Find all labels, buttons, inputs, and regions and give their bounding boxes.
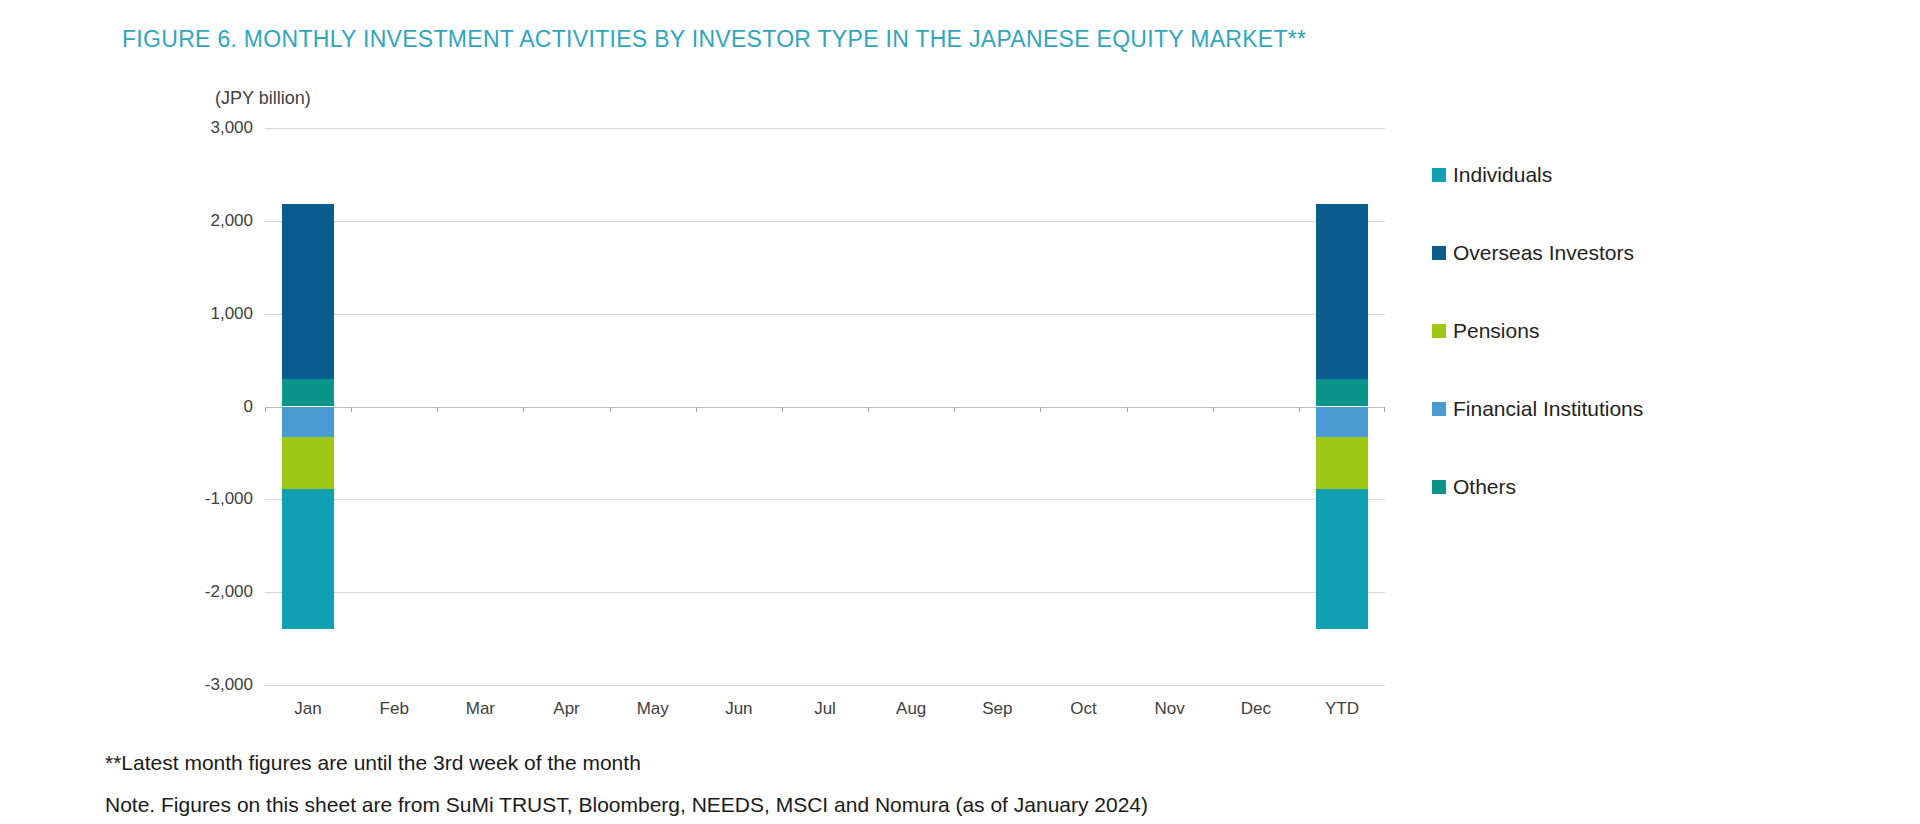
legend-label: Financial Institutions [1453,397,1643,421]
legend-swatch-icon [1432,246,1446,260]
footnote-latest-month: **Latest month figures are until the 3rd… [105,751,641,775]
y-axis-tick-label: -1,000 [120,489,253,509]
x-axis-label-feb: Feb [351,697,437,721]
gridline [265,221,1385,222]
legend-label: Others [1453,475,1516,499]
x-axis-label-jan: Jan [265,697,351,721]
x-axis: JanFebMarAprMayJunJulAugSepOctNovDecYTD [265,697,1385,721]
zero-axis-tick [1299,407,1300,412]
legend-item-others: Others [1432,475,1643,499]
zero-axis-tick [868,407,869,412]
bar-segment-others-jan [282,379,334,407]
bar-segment-others-ytd [1316,379,1368,407]
gridline [265,685,1385,686]
x-axis-label-apr: Apr [523,697,609,721]
gridline [265,499,1385,500]
x-axis-label-may: May [610,697,696,721]
zero-axis-tick [1127,407,1128,412]
legend-item-pensions: Pensions [1432,319,1643,343]
bar-segment-financial-institutions-ytd [1316,407,1368,438]
legend-swatch-icon [1432,168,1446,182]
bar-segment-individuals-jan [282,489,334,629]
zero-axis-line [265,407,1385,408]
zero-axis-tick [1040,407,1041,412]
legend-label: Individuals [1453,163,1552,187]
zero-axis-tick [1213,407,1214,412]
zero-axis-tick [1384,407,1385,412]
zero-axis-tick [954,407,955,412]
bar-segment-pensions-ytd [1316,437,1368,489]
zero-axis-tick [782,407,783,412]
legend-label: Overseas Investors [1453,241,1634,265]
x-axis-label-sep: Sep [954,697,1040,721]
x-axis-label-ytd: YTD [1299,697,1385,721]
gridline [265,128,1385,129]
legend-item-financial-institutions: Financial Institutions [1432,397,1643,421]
legend-swatch-icon [1432,402,1446,416]
bar-segment-pensions-jan [282,437,334,489]
bar-segment-overseas-investors-ytd [1316,204,1368,379]
x-axis-label-jun: Jun [696,697,782,721]
y-axis-tick-label: 0 [120,397,253,417]
legend-item-individuals: Individuals [1432,163,1643,187]
legend: Individuals Overseas Investors Pensions Fin… [1432,163,1643,499]
footnote-sources: Note. Figures on this sheet are from SuM… [105,793,1148,817]
x-axis-label-oct: Oct [1040,697,1126,721]
y-axis-tick-label: 3,000 [120,118,253,138]
bar-segment-overseas-investors-jan [282,204,334,379]
x-axis-label-jul: Jul [782,697,868,721]
x-axis-label-aug: Aug [868,697,954,721]
zero-axis-tick [523,407,524,412]
legend-label: Pensions [1453,319,1539,343]
bar-segment-individuals-ytd [1316,489,1368,629]
x-axis-label-dec: Dec [1213,697,1299,721]
zero-axis-tick [696,407,697,412]
y-axis-unit-label: (JPY billion) [215,88,311,109]
gridline [265,314,1385,315]
zero-axis-tick [265,407,266,412]
bar-segment-financial-institutions-jan [282,407,334,438]
y-axis-tick-label: 2,000 [120,211,253,231]
x-axis-label-mar: Mar [437,697,523,721]
legend-swatch-icon [1432,324,1446,338]
zero-axis-tick [610,407,611,412]
gridline [265,592,1385,593]
zero-axis-tick [351,407,352,412]
zero-axis-tick [437,407,438,412]
figure-title: FIGURE 6. MONTHLY INVESTMENT ACTIVITIES … [122,26,1306,53]
chart-plot-area [265,128,1385,685]
y-axis-tick-label: -3,000 [120,675,253,695]
x-axis-label-nov: Nov [1127,697,1213,721]
legend-item-overseas-investors: Overseas Investors [1432,241,1643,265]
legend-swatch-icon [1432,480,1446,494]
y-axis-tick-label: 1,000 [120,304,253,324]
y-axis-tick-label: -2,000 [120,582,253,602]
